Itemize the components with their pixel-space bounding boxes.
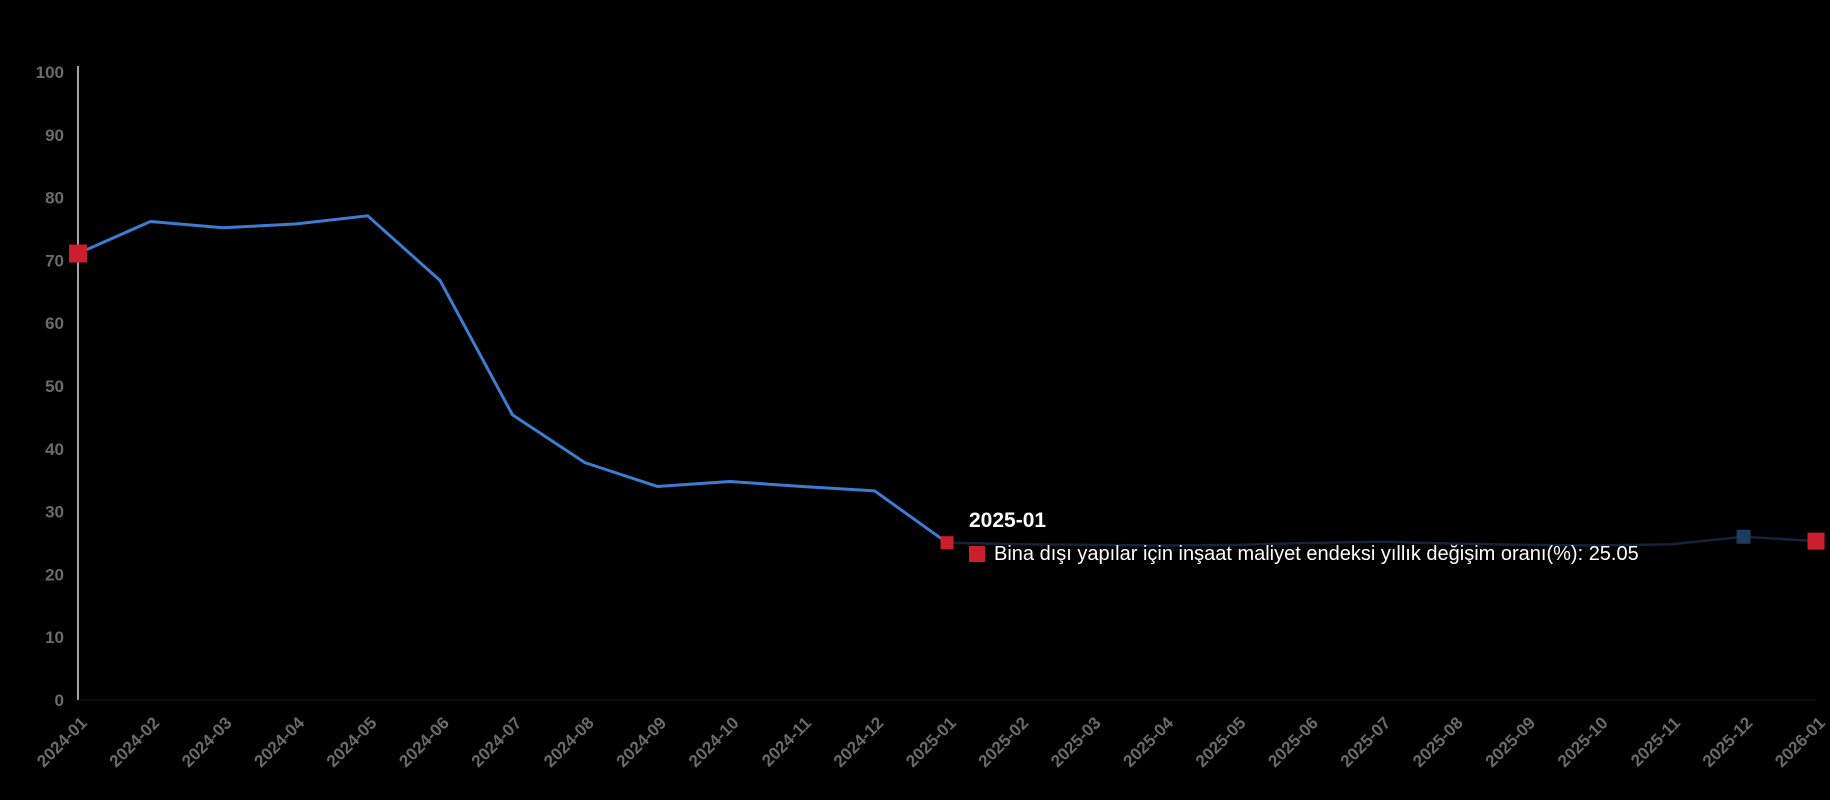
x-axis-tick-label: 2024-02 bbox=[106, 713, 164, 771]
y-axis-tick-label: 30 bbox=[45, 503, 64, 522]
y-axis-tick-label: 80 bbox=[45, 189, 64, 208]
y-axis-tick-label: 20 bbox=[45, 565, 64, 584]
x-axis-tick-label: 2025-07 bbox=[1337, 713, 1395, 771]
x-axis-tick-label: 2024-08 bbox=[540, 713, 598, 771]
x-axis-tick-label: 2025-03 bbox=[1047, 713, 1105, 771]
x-axis-tick-label: 2024-04 bbox=[251, 713, 309, 771]
y-axis-tick-label: 10 bbox=[45, 628, 64, 647]
series-line-2 bbox=[945, 535, 1818, 547]
x-axis-tick-label: 2026-01 bbox=[1771, 713, 1829, 771]
data-point-marker bbox=[69, 244, 87, 263]
y-axis-tick-label: 0 bbox=[55, 691, 64, 710]
x-axis-tick-label: 2024-03 bbox=[178, 713, 236, 771]
data-point-marker bbox=[940, 536, 954, 550]
x-axis-tick-label: 2024-07 bbox=[468, 713, 526, 771]
x-axis-tick-label: 2025-08 bbox=[1409, 713, 1467, 771]
y-axis-tick-label: 70 bbox=[45, 251, 64, 270]
x-axis-tick-label: 2025-06 bbox=[1264, 713, 1322, 771]
x-axis-tick-label: 2024-12 bbox=[830, 713, 888, 771]
x-axis-tick-label: 2025-12 bbox=[1699, 713, 1757, 771]
x-axis-tick-label: 2025-05 bbox=[1192, 713, 1250, 771]
y-axis-tick-label: 60 bbox=[45, 314, 64, 333]
x-axis-tick-label: 2024-09 bbox=[613, 713, 671, 771]
x-axis-tick-label: 2025-11 bbox=[1627, 713, 1684, 770]
y-axis-tick-label: 40 bbox=[45, 440, 64, 459]
x-axis-tick-label: 2024-11 bbox=[758, 713, 815, 770]
x-axis-tick-label: 2024-06 bbox=[395, 713, 453, 771]
x-axis-tick-label: 2025-10 bbox=[1554, 713, 1612, 771]
x-axis-tick-label: 2025-01 bbox=[902, 713, 960, 771]
data-point-marker bbox=[1807, 532, 1825, 550]
x-axis-tick-label: 2025-09 bbox=[1482, 713, 1540, 771]
x-axis-tick-label: 2024-01 bbox=[33, 713, 91, 771]
x-axis-tick-label: 2025-04 bbox=[1120, 713, 1178, 771]
x-axis-tick-label: 2024-05 bbox=[323, 713, 381, 771]
series-line-1 bbox=[76, 214, 949, 545]
x-axis-tick-label: 2025-02 bbox=[975, 713, 1033, 771]
data-point-marker bbox=[1736, 529, 1751, 544]
y-axis-tick-label: 100 bbox=[36, 63, 64, 82]
y-axis-tick-label: 90 bbox=[45, 126, 64, 145]
y-axis-tick-label: 50 bbox=[45, 377, 64, 396]
x-axis-tick-label: 2024-10 bbox=[685, 713, 743, 771]
